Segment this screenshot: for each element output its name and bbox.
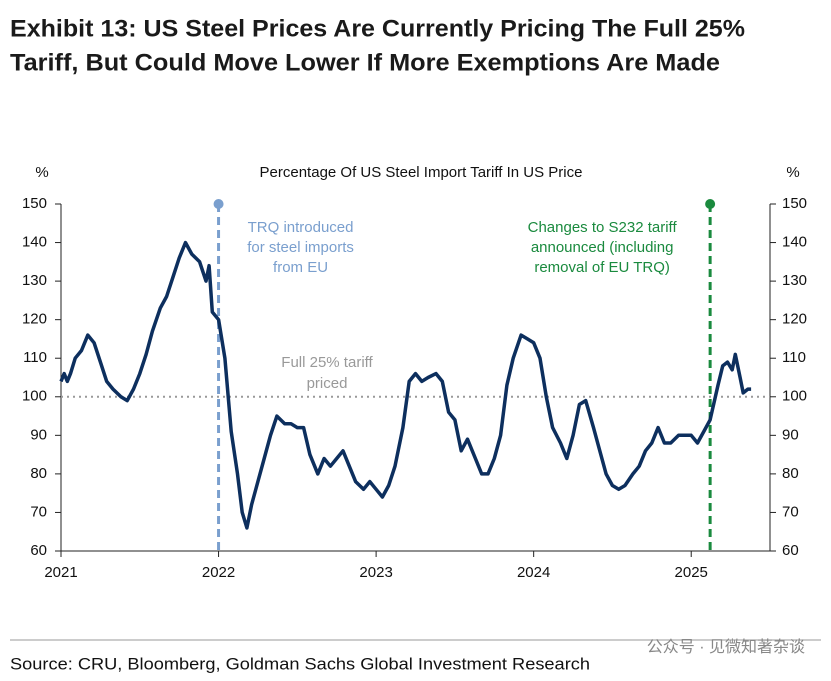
- chart-title: Exhibit 13: US Steel Prices Are Currentl…: [10, 15, 745, 42]
- event-label: TRQ introduced: [248, 219, 354, 236]
- x-tick-label: 2021: [44, 564, 77, 581]
- y-tick-label: 80: [30, 465, 47, 482]
- y2-tick-label: 60: [782, 542, 799, 559]
- event-marker: [213, 199, 224, 209]
- y-tick-label: 100: [22, 388, 47, 405]
- chart-subtitle: Percentage Of US Steel Import Tariff In …: [260, 164, 583, 181]
- y-tick-label: 70: [30, 503, 47, 520]
- series-line: [59, 240, 752, 530]
- reference-label: Full 25% tariff: [281, 354, 373, 371]
- y2-tick-label: 80: [782, 465, 799, 482]
- reference-label: priced: [307, 375, 348, 392]
- y2-tick-label: 70: [782, 503, 799, 520]
- event-label: removal of EU TRQ): [534, 259, 670, 276]
- event-label: announced (including: [531, 239, 674, 256]
- y-tick-label: 130: [22, 272, 47, 289]
- y2-tick-label: 100: [782, 388, 807, 405]
- y-tick-label: 90: [30, 426, 47, 443]
- y-axis-label: %: [35, 164, 48, 181]
- y2-tick-label: 120: [782, 311, 807, 328]
- watermark: 公众号 · 见微知著杂谈: [647, 638, 805, 656]
- y2-tick-label: 140: [782, 234, 807, 251]
- y-tick-label: 60: [30, 542, 47, 559]
- event-label: Changes to S232 tariff: [528, 219, 678, 236]
- event-label: for steel imports: [247, 239, 354, 256]
- x-tick-label: 2025: [675, 564, 708, 581]
- x-tick-label: 2023: [359, 564, 392, 581]
- y2-tick-label: 110: [782, 349, 806, 366]
- x-tick-label: 2024: [517, 564, 550, 581]
- x-tick-label: 2022: [202, 564, 235, 581]
- y2-tick-label: 130: [782, 272, 807, 289]
- event-label: from EU: [273, 259, 328, 276]
- y-tick-label: 110: [23, 349, 47, 366]
- y-tick-label: 120: [22, 311, 47, 328]
- chart-title: Tariff, But Could Move Lower If More Exe…: [10, 49, 720, 76]
- y-tick-label: 150: [22, 195, 47, 212]
- y2-axis-label: %: [786, 164, 799, 181]
- source: Source: CRU, Bloomberg, Goldman Sachs Gl…: [10, 654, 590, 673]
- y2-tick-label: 150: [782, 195, 807, 212]
- event-marker: [705, 199, 716, 209]
- y2-tick-label: 90: [782, 426, 799, 443]
- y-tick-label: 140: [22, 234, 47, 251]
